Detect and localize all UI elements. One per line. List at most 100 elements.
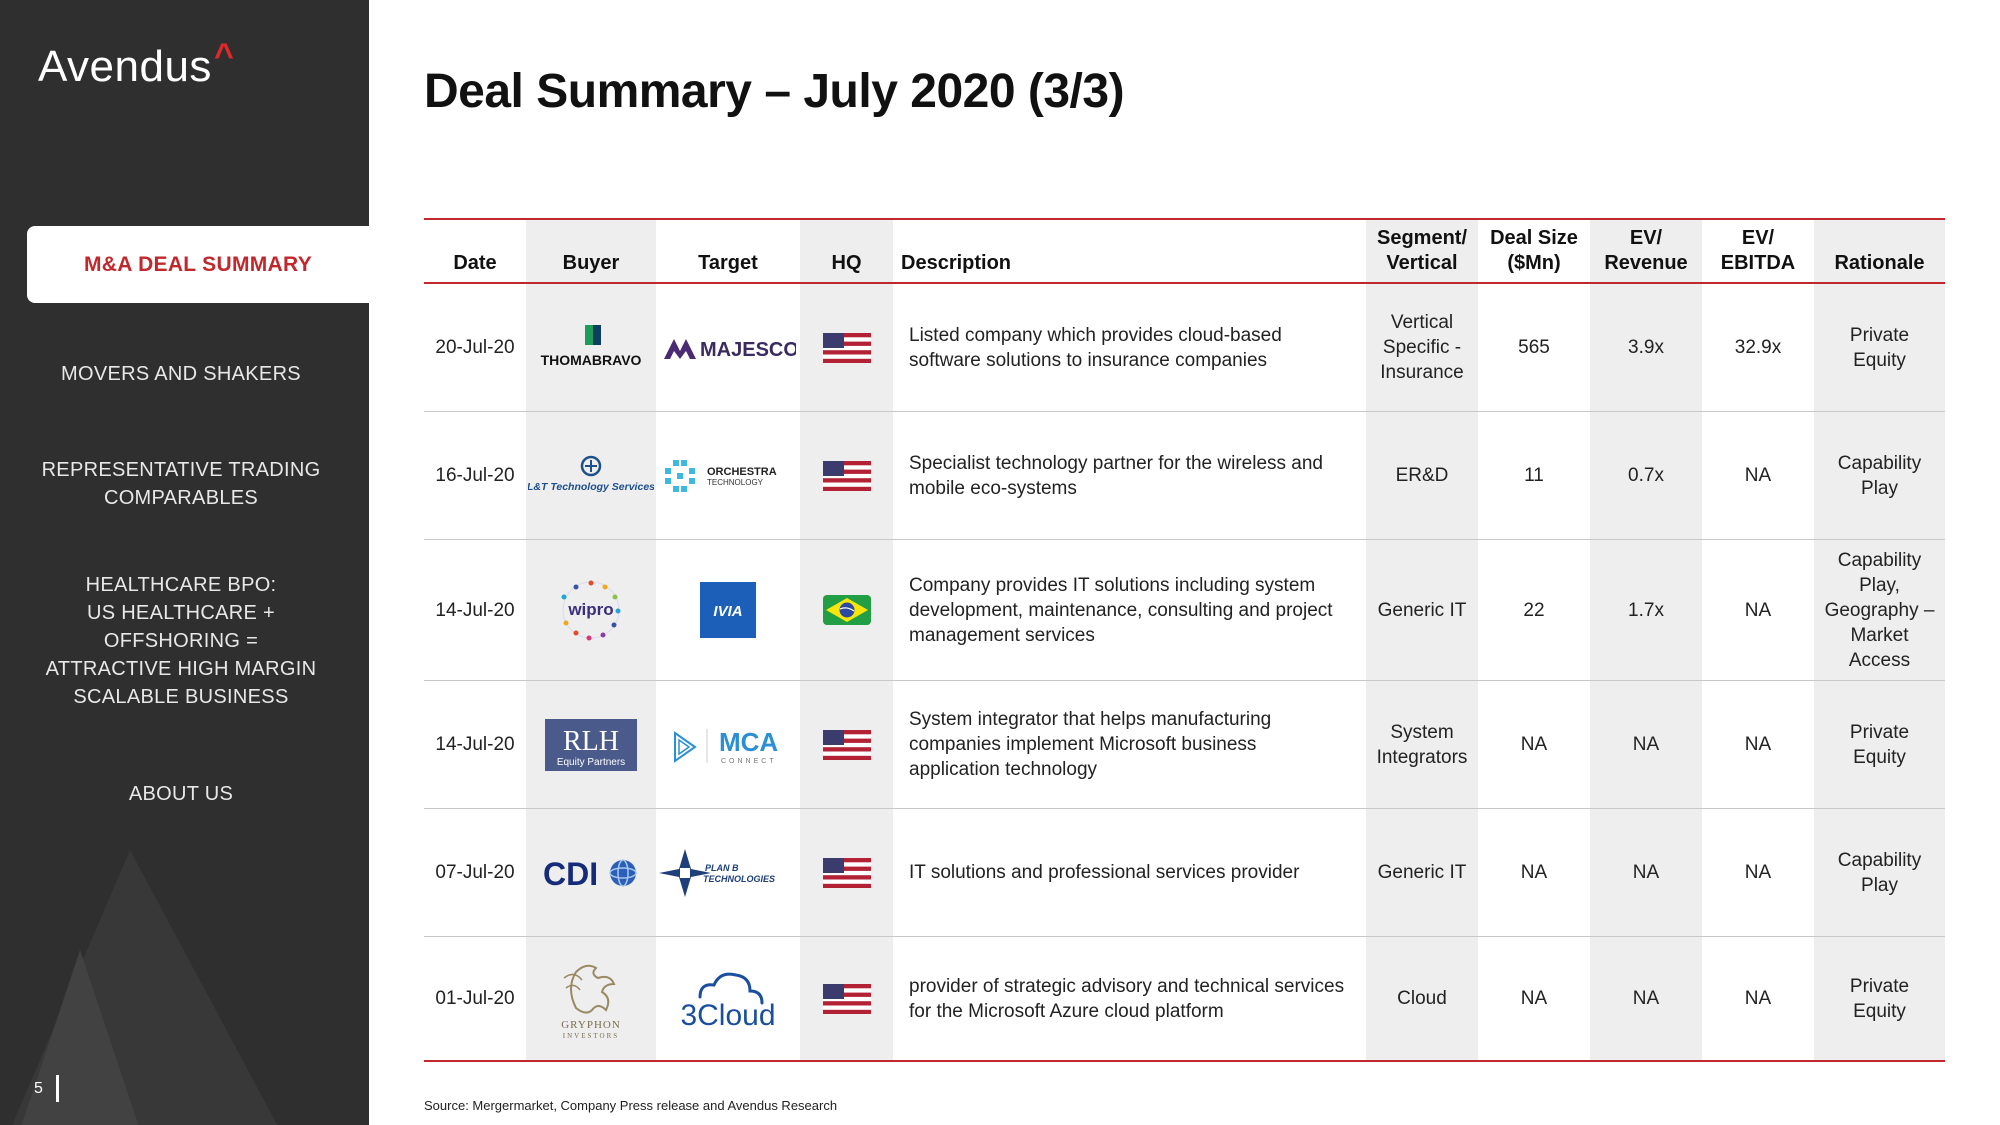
plan-b-technologies-logo: PLAN B TECHNOLOGIES (656, 809, 800, 936)
table-row: 07-Jul-20 CDI PLAN B TECHNOLOGIES (424, 809, 1945, 936)
3cloud-logo: 3Cloud (656, 937, 800, 1060)
rlh-equity-partners-logo: RLH Equity Partners (526, 681, 656, 808)
thomabravo-logo: THOMABRAVO (526, 284, 656, 411)
us-flag-icon (800, 681, 893, 808)
svg-text:TECHNOLOGY: TECHNOLOGY (707, 478, 764, 487)
cell-segment: Cloud (1397, 988, 1447, 1009)
cell-ev-ebitda: NA (1744, 862, 1772, 883)
cdi-logo: CDI (526, 809, 656, 936)
cell-description: IT solutions and professional services p… (909, 862, 1300, 883)
us-flag-icon (800, 284, 893, 411)
table-top-rule (424, 218, 1945, 220)
svg-text:CONNECT: CONNECT (721, 758, 777, 765)
svg-text:MCA: MCA (719, 727, 778, 757)
cell-deal-size: 565 (1518, 337, 1550, 358)
svg-text:GRYPHON: GRYPHON (561, 1019, 621, 1031)
header-deal-size: Deal Size ($Mn) (1490, 227, 1578, 274)
cell-ev-revenue: 0.7x (1628, 465, 1664, 486)
cell-ev-ebitda: NA (1744, 734, 1772, 755)
column-shade-rationale (1814, 220, 1945, 1060)
cell-description: Listed company which provides cloud-base… (909, 324, 1282, 371)
table-row: 16-Jul-20 L&T Technology Services ORCHES… (424, 412, 1945, 539)
header-ev-revenue: EV/Revenue (1604, 227, 1688, 274)
svg-text:MAJESCO: MAJESCO (700, 339, 796, 361)
row-divider (424, 411, 1945, 412)
cell-description: provider of strategic advisory and techn… (909, 975, 1345, 1022)
decorative-triangle-inner (20, 950, 140, 1125)
header-description: Description (901, 252, 1012, 274)
cell-deal-size: NA (1520, 988, 1548, 1009)
row-divider (424, 539, 1945, 540)
svg-text:TECHNOLOGIES: TECHNOLOGIES (703, 874, 775, 884)
svg-text:Equity Partners: Equity Partners (557, 757, 625, 768)
lt-technology-services-logo: L&T Technology Services (526, 412, 656, 539)
nav-item-representative-trading-comparables[interactable]: REPRESENTATIVE TRADING COMPARABLES (27, 456, 335, 512)
column-shade-ev-revenue (1590, 220, 1702, 1060)
header-date: Date (453, 252, 497, 274)
row-divider (424, 680, 1945, 681)
us-flag-icon (800, 809, 893, 936)
nav-item-label-line: ATTRACTIVE HIGH MARGIN (45, 658, 317, 680)
cell-ev-revenue: 1.7x (1628, 599, 1664, 621)
mca-connect-logo: MCA CONNECT (656, 681, 800, 808)
cell-ev-revenue: NA (1632, 734, 1660, 755)
page-title: Deal Summary – July 2020 (3/3) (424, 65, 1125, 118)
nav-item-label-line: HEALTHCARE BPO: (85, 574, 277, 596)
wipro-logo: wipro (526, 540, 656, 680)
source-footnote: Source: Mergermarket, Company Press rele… (424, 1098, 838, 1113)
cell-date: 14-Jul-20 (435, 734, 515, 755)
cell-ev-ebitda: 32.9x (1734, 337, 1782, 358)
page-number-divider (56, 1075, 59, 1102)
nav-item-movers-and-shakers[interactable]: MOVERS AND SHAKERS (27, 360, 335, 388)
nav-item-label-line: SCALABLE BUSINESS (73, 686, 289, 708)
header-segment: Segment/Vertical (1376, 227, 1468, 274)
nav-item-ma-deal-summary[interactable]: M&A DEAL SUMMARY (27, 226, 369, 303)
row-divider (424, 808, 1945, 809)
table-header-rule (424, 282, 1945, 284)
header-target: Target (698, 252, 758, 274)
svg-text:3Cloud: 3Cloud (680, 999, 775, 1031)
cell-deal-size: 11 (1524, 465, 1544, 486)
nav-item-label: ABOUT US (128, 783, 234, 805)
table-row: 14-Jul-20 RLH Equity Partners MCA CONNEC… (424, 681, 1945, 808)
cell-deal-size: 22 (1523, 599, 1545, 621)
nav-item-label-line: COMPARABLES (103, 487, 259, 509)
cell-deal-size: NA (1520, 734, 1548, 755)
svg-text:L&T Technology Services: L&T Technology Services (528, 481, 654, 493)
cell-rationale: Capability Play (1837, 452, 1922, 499)
cell-date: 16-Jul-20 (435, 465, 515, 486)
cell-deal-size: NA (1520, 862, 1548, 883)
nav-item-about-us[interactable]: ABOUT US (27, 780, 335, 808)
cell-date: 01-Jul-20 (435, 988, 515, 1009)
cell-rationale: Capability Play, Geography – Market Access (1824, 549, 1935, 671)
svg-text:THOMABRAVO: THOMABRAVO (541, 352, 642, 368)
header-buyer: Buyer (562, 252, 620, 274)
page-number: 5 (34, 1080, 43, 1097)
ivia-logo: IVIA (656, 540, 800, 680)
us-flag-icon (800, 937, 893, 1060)
cell-rationale: Private Equity (1849, 975, 1910, 1022)
cell-ev-revenue: 3.9x (1628, 337, 1664, 358)
cell-date: 07-Jul-20 (435, 862, 515, 883)
nav-item-label-line: OFFSHORING = (103, 630, 259, 652)
table-bottom-rule (424, 1060, 1945, 1062)
table-row: 01-Jul-20 GRYPHON INVESTORS 3Cloud prov (424, 937, 1945, 1060)
svg-text:wipro: wipro (567, 600, 613, 619)
cell-ev-revenue: NA (1632, 862, 1660, 883)
svg-text:INVESTORS: INVESTORS (563, 1032, 619, 1040)
cell-segment: Generic IT (1377, 862, 1467, 883)
cell-ev-ebitda: NA (1744, 988, 1772, 1009)
majesco-logo: MAJESCO (656, 284, 800, 411)
nav-item-label-line: REPRESENTATIVE TRADING (41, 459, 321, 481)
cell-segment: Generic IT (1377, 599, 1467, 621)
header-hq: HQ (831, 252, 862, 274)
us-flag-icon (800, 412, 893, 539)
cell-ev-ebitda: NA (1744, 465, 1772, 486)
svg-text:IVIA: IVIA (713, 603, 742, 620)
cell-rationale: Capability Play (1837, 849, 1922, 896)
table-row: 20-Jul-20 THOMABRAVO MAJESCO Listed comp… (424, 284, 1945, 411)
orchestra-technology-logo: ORCHESTRA TECHNOLOGY (656, 412, 800, 539)
header-rationale: Rationale (1834, 252, 1925, 274)
sidebar: Avendus^ M&A DEAL SUMMARY MOVERS AND SHA… (0, 0, 369, 1125)
nav-item-healthcare-bpo[interactable]: HEALTHCARE BPO: US HEALTHCARE + OFFSHORI… (27, 571, 335, 711)
